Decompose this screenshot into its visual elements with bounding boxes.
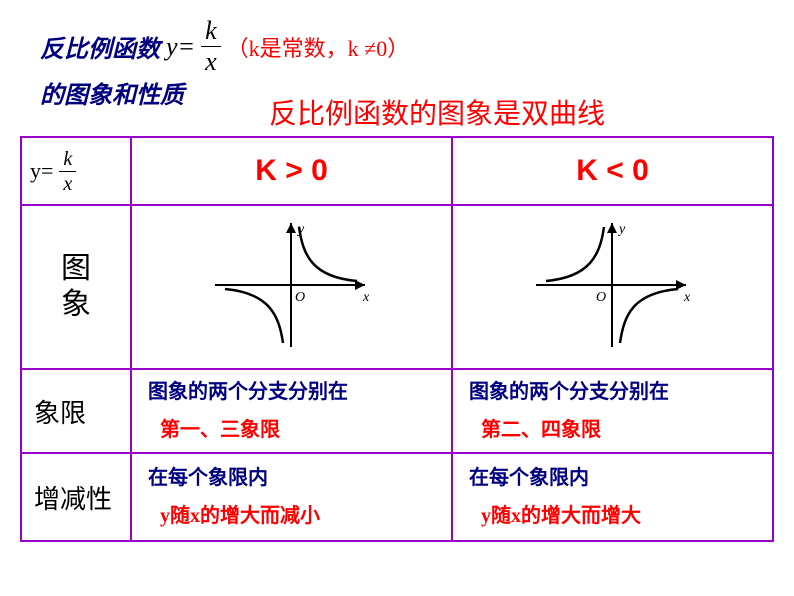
main-formula: y = k x: [166, 18, 221, 75]
axis-x-label: x: [362, 290, 370, 305]
mono-pos-desc: 在每个象限内: [148, 467, 268, 489]
row-label-mono: 增减性: [21, 453, 131, 541]
mono-neg-result: y随x的增大而增大: [481, 500, 764, 532]
formula-denominator: x: [201, 49, 221, 75]
quadrant-pos-num: 第一、三象限: [160, 414, 443, 446]
formula-eq: =: [178, 32, 196, 62]
origin-label: O: [295, 290, 305, 305]
mono-neg-desc: 在每个象限内: [469, 467, 589, 489]
origin-label-neg: O: [596, 290, 606, 305]
quadrant-row: 象限 图象的两个分支分别在 第一、三象限 图象的两个分支分别在 第二、四象限: [21, 369, 773, 453]
quadrant-negative-cell: 图象的两个分支分别在 第二、四象限: [452, 369, 773, 453]
mono-pos-result: y随x的增大而减小: [160, 500, 443, 532]
header-k-positive: K > 0: [131, 137, 452, 205]
slide-title-block: 反比例函数 y = k x （k是常数，k ≠0） 的图象和性质: [40, 18, 774, 110]
header-numerator: k: [59, 149, 76, 169]
formula-y: y: [166, 32, 178, 62]
axis-x-label-neg: x: [683, 290, 691, 305]
row-label-graph: 图 象: [21, 205, 131, 369]
header-formula-cell: y= k x: [21, 137, 131, 205]
mono-positive-cell: 在每个象限内 y随x的增大而减小: [131, 453, 452, 541]
hyperbola-negative-icon: y x O: [518, 215, 708, 355]
properties-table: y= k x K > 0 K < 0 图 象: [20, 136, 774, 542]
graph-row: 图 象 y x O: [21, 205, 773, 369]
monotonicity-row: 增减性 在每个象限内 y随x的增大而减小 在每个象限内 y随x的增大而增大: [21, 453, 773, 541]
k-condition: （k是常数，k ≠0）: [227, 31, 410, 63]
row-label-quadrant: 象限: [21, 369, 131, 453]
quadrant-positive-cell: 图象的两个分支分别在 第一、三象限: [131, 369, 452, 453]
header-k-negative: K < 0: [452, 137, 773, 205]
graph-positive-cell: y x O: [131, 205, 452, 369]
graph-negative-cell: y x O: [452, 205, 773, 369]
quadrant-neg-desc: 图象的两个分支分别在: [469, 381, 669, 403]
axis-y-label-neg: y: [617, 222, 626, 237]
graph-label-2: 象: [61, 288, 91, 321]
mono-negative-cell: 在每个象限内 y随x的增大而增大: [452, 453, 773, 541]
quadrant-pos-desc: 图象的两个分支分别在: [148, 381, 348, 403]
formula-numerator: k: [201, 18, 221, 44]
hyperbola-positive-icon: y x O: [197, 215, 387, 355]
header-denominator: x: [59, 174, 76, 194]
quadrant-neg-num: 第二、四象限: [481, 414, 764, 446]
title-prefix: 反比例函数: [40, 29, 160, 64]
header-fraction-bar: [59, 171, 76, 172]
table-header-row: y= k x K > 0 K < 0: [21, 137, 773, 205]
header-y-eq: y=: [30, 158, 53, 184]
graph-label-1: 图: [61, 252, 91, 285]
title-suffix: 的图象和性质: [40, 75, 774, 110]
